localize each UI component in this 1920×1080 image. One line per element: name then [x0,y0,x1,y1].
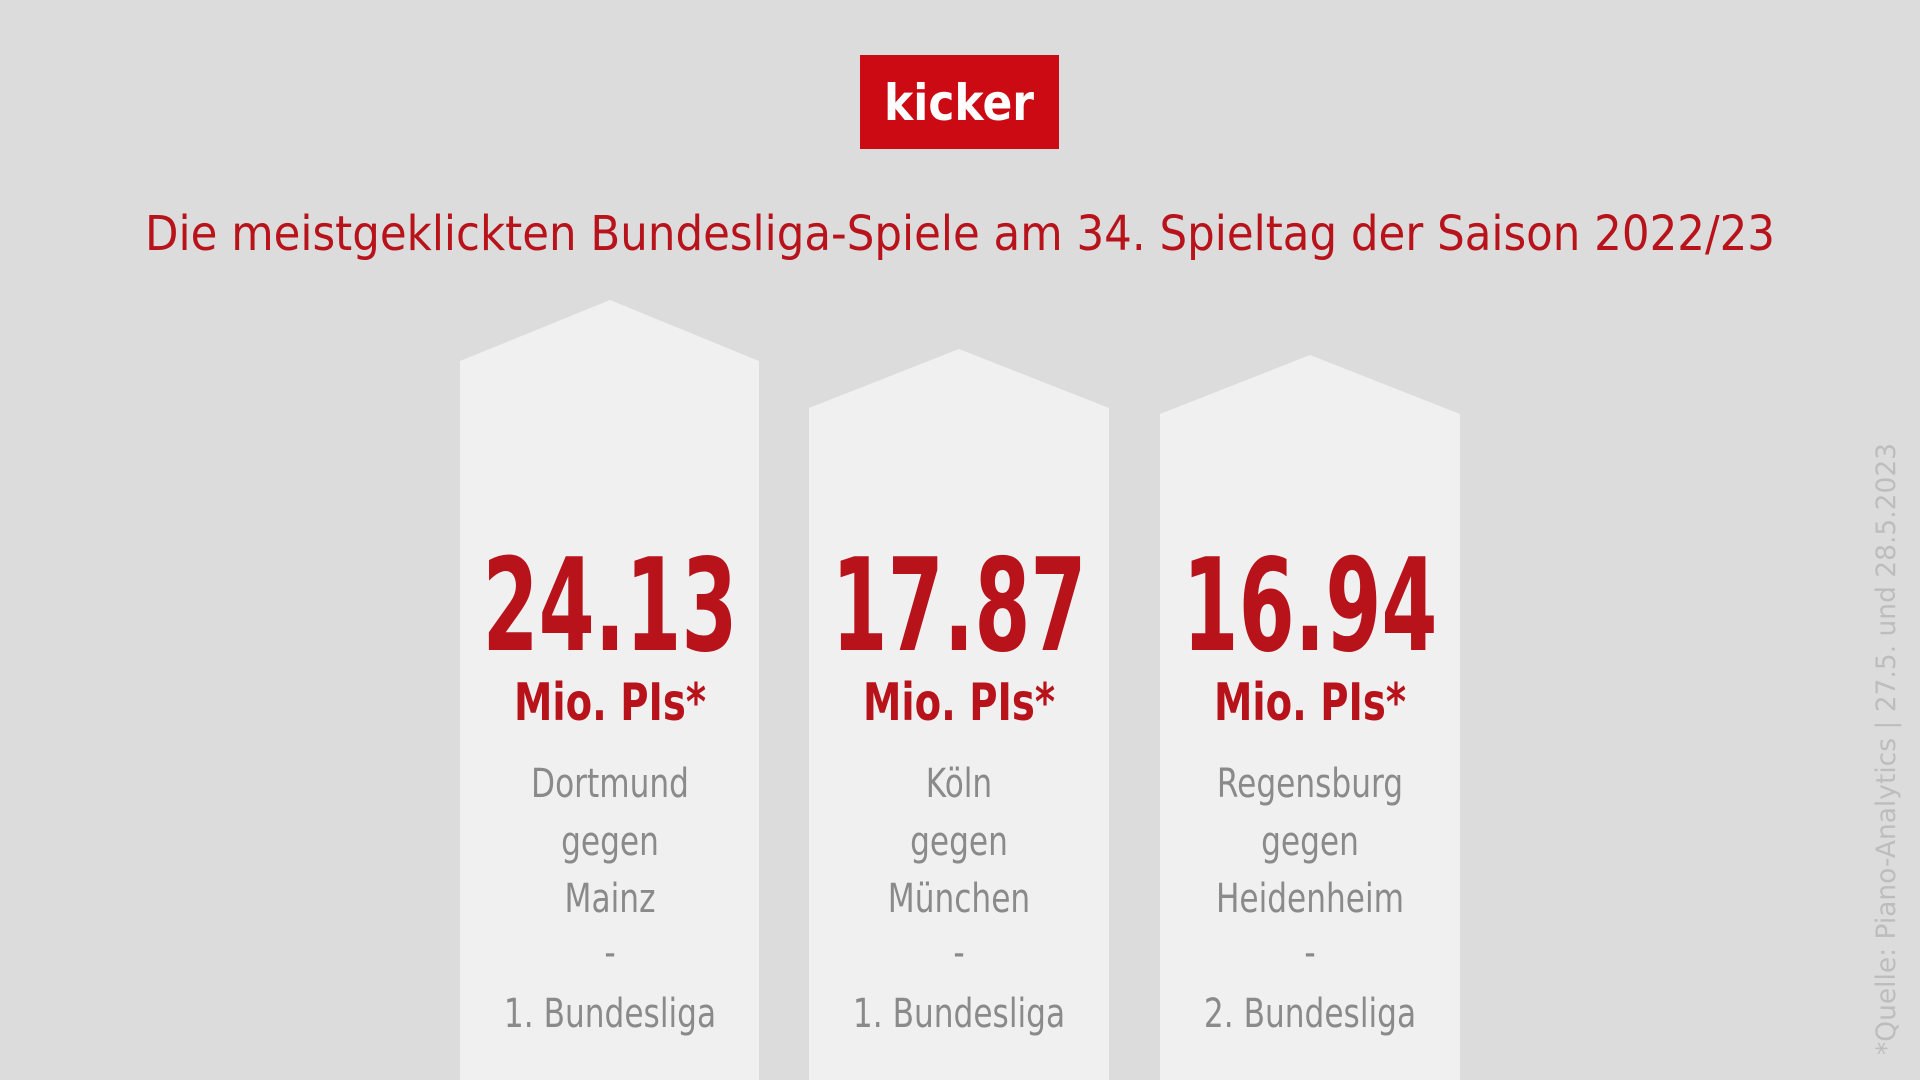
match-away: Heidenheim [1216,876,1404,922]
match-connector: gegen [561,819,659,865]
source-note: *Quelle: Piano-Analytics | 27.5. und 28.… [1871,443,1902,1055]
unit: Mio. PIs* [1214,673,1406,733]
card-shape [809,349,1109,1080]
unit: Mio. PIs* [514,673,706,733]
match-league: 1. Bundesliga [853,991,1065,1037]
match-home: Dortmund [531,761,689,807]
value: 16.94 [1183,532,1438,681]
card-shape [460,300,759,1080]
match-connector: gegen [910,819,1008,865]
match-separator: - [604,930,615,976]
match-away: Mainz [565,876,656,922]
card-shape [1160,355,1460,1080]
match-connector: gegen [1261,819,1359,865]
logo-box [860,55,1059,149]
unit: Mio. PIs* [863,673,1055,733]
title: Die meistgeklickten Bundesliga-Spiele am… [145,206,1775,262]
match-separator: - [1304,930,1315,976]
match-home: Regensburg [1217,761,1403,807]
match-league: 2. Bundesliga [1204,991,1416,1037]
match-separator: - [953,930,964,976]
value: 17.87 [832,532,1087,681]
value: 24.13 [483,532,738,681]
logo: kicker [884,74,1034,132]
match-home: Köln [926,761,992,807]
match-league: 1. Bundesliga [504,991,716,1037]
match-away: München [888,876,1030,922]
